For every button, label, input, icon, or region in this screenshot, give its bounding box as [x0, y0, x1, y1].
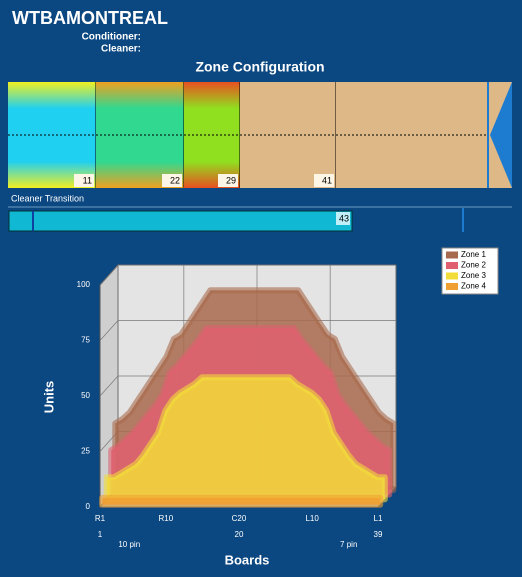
- zone-label-box: [314, 174, 334, 187]
- legend-swatch: [446, 262, 458, 269]
- legend-swatch: [446, 272, 458, 280]
- zone-config-title: Zone Configuration: [195, 59, 324, 75]
- y-tick-label: 25: [81, 447, 90, 456]
- cleaner-transition-label: Cleaner Transition: [11, 193, 84, 203]
- board-label: 1: [98, 530, 103, 539]
- zone-area: [99, 494, 384, 508]
- grid-line-side: [99, 375, 119, 397]
- zone-area: [103, 374, 388, 503]
- legend-label: Zone 3: [461, 271, 486, 280]
- conditioner-label: Conditioner:: [82, 32, 141, 43]
- x-tick-label: L10: [305, 514, 319, 523]
- zone-label: 22: [170, 175, 180, 185]
- zone-label: 29: [226, 175, 236, 185]
- legend-swatch: [446, 283, 458, 290]
- board-label: 20: [235, 530, 244, 539]
- y-tick-label: 50: [81, 391, 90, 400]
- y-tick-label: 100: [77, 280, 91, 289]
- zone-label: 11: [83, 175, 92, 185]
- title: WTBAMONTREAL: [12, 8, 168, 28]
- pin-deck: [490, 82, 512, 188]
- cleaner-label: Cleaner:: [101, 44, 141, 55]
- x-axis-label: Boards: [225, 552, 270, 567]
- y-tick-label: 0: [86, 502, 91, 511]
- y-axis-label: Units: [41, 381, 56, 414]
- legend-label: Zone 2: [461, 261, 486, 270]
- zone-label-box: [162, 174, 182, 187]
- legend-swatch: [446, 251, 458, 259]
- x-tick-label: C20: [232, 514, 247, 523]
- x-tick-label: L1: [374, 514, 383, 523]
- y-tick-label: 75: [81, 336, 90, 345]
- pin-label: 7 pin: [340, 540, 357, 549]
- zone-label-box: [74, 174, 94, 187]
- legend-label: Zone 4: [461, 282, 486, 291]
- board-label: 39: [374, 530, 383, 539]
- zone-label: 41: [322, 175, 332, 185]
- x-tick-label: R1: [95, 514, 106, 523]
- transition-bar: [8, 210, 353, 232]
- transition-label: 43: [339, 213, 349, 223]
- x-tick-label: R10: [158, 514, 173, 523]
- grid-line-side: [99, 264, 119, 286]
- legend-label: Zone 1: [461, 250, 486, 259]
- pin-label: 10 pin: [118, 540, 140, 549]
- grid-line-side: [99, 320, 119, 341]
- zone-label-box: [218, 174, 238, 187]
- transition-label-box: [336, 212, 350, 225]
